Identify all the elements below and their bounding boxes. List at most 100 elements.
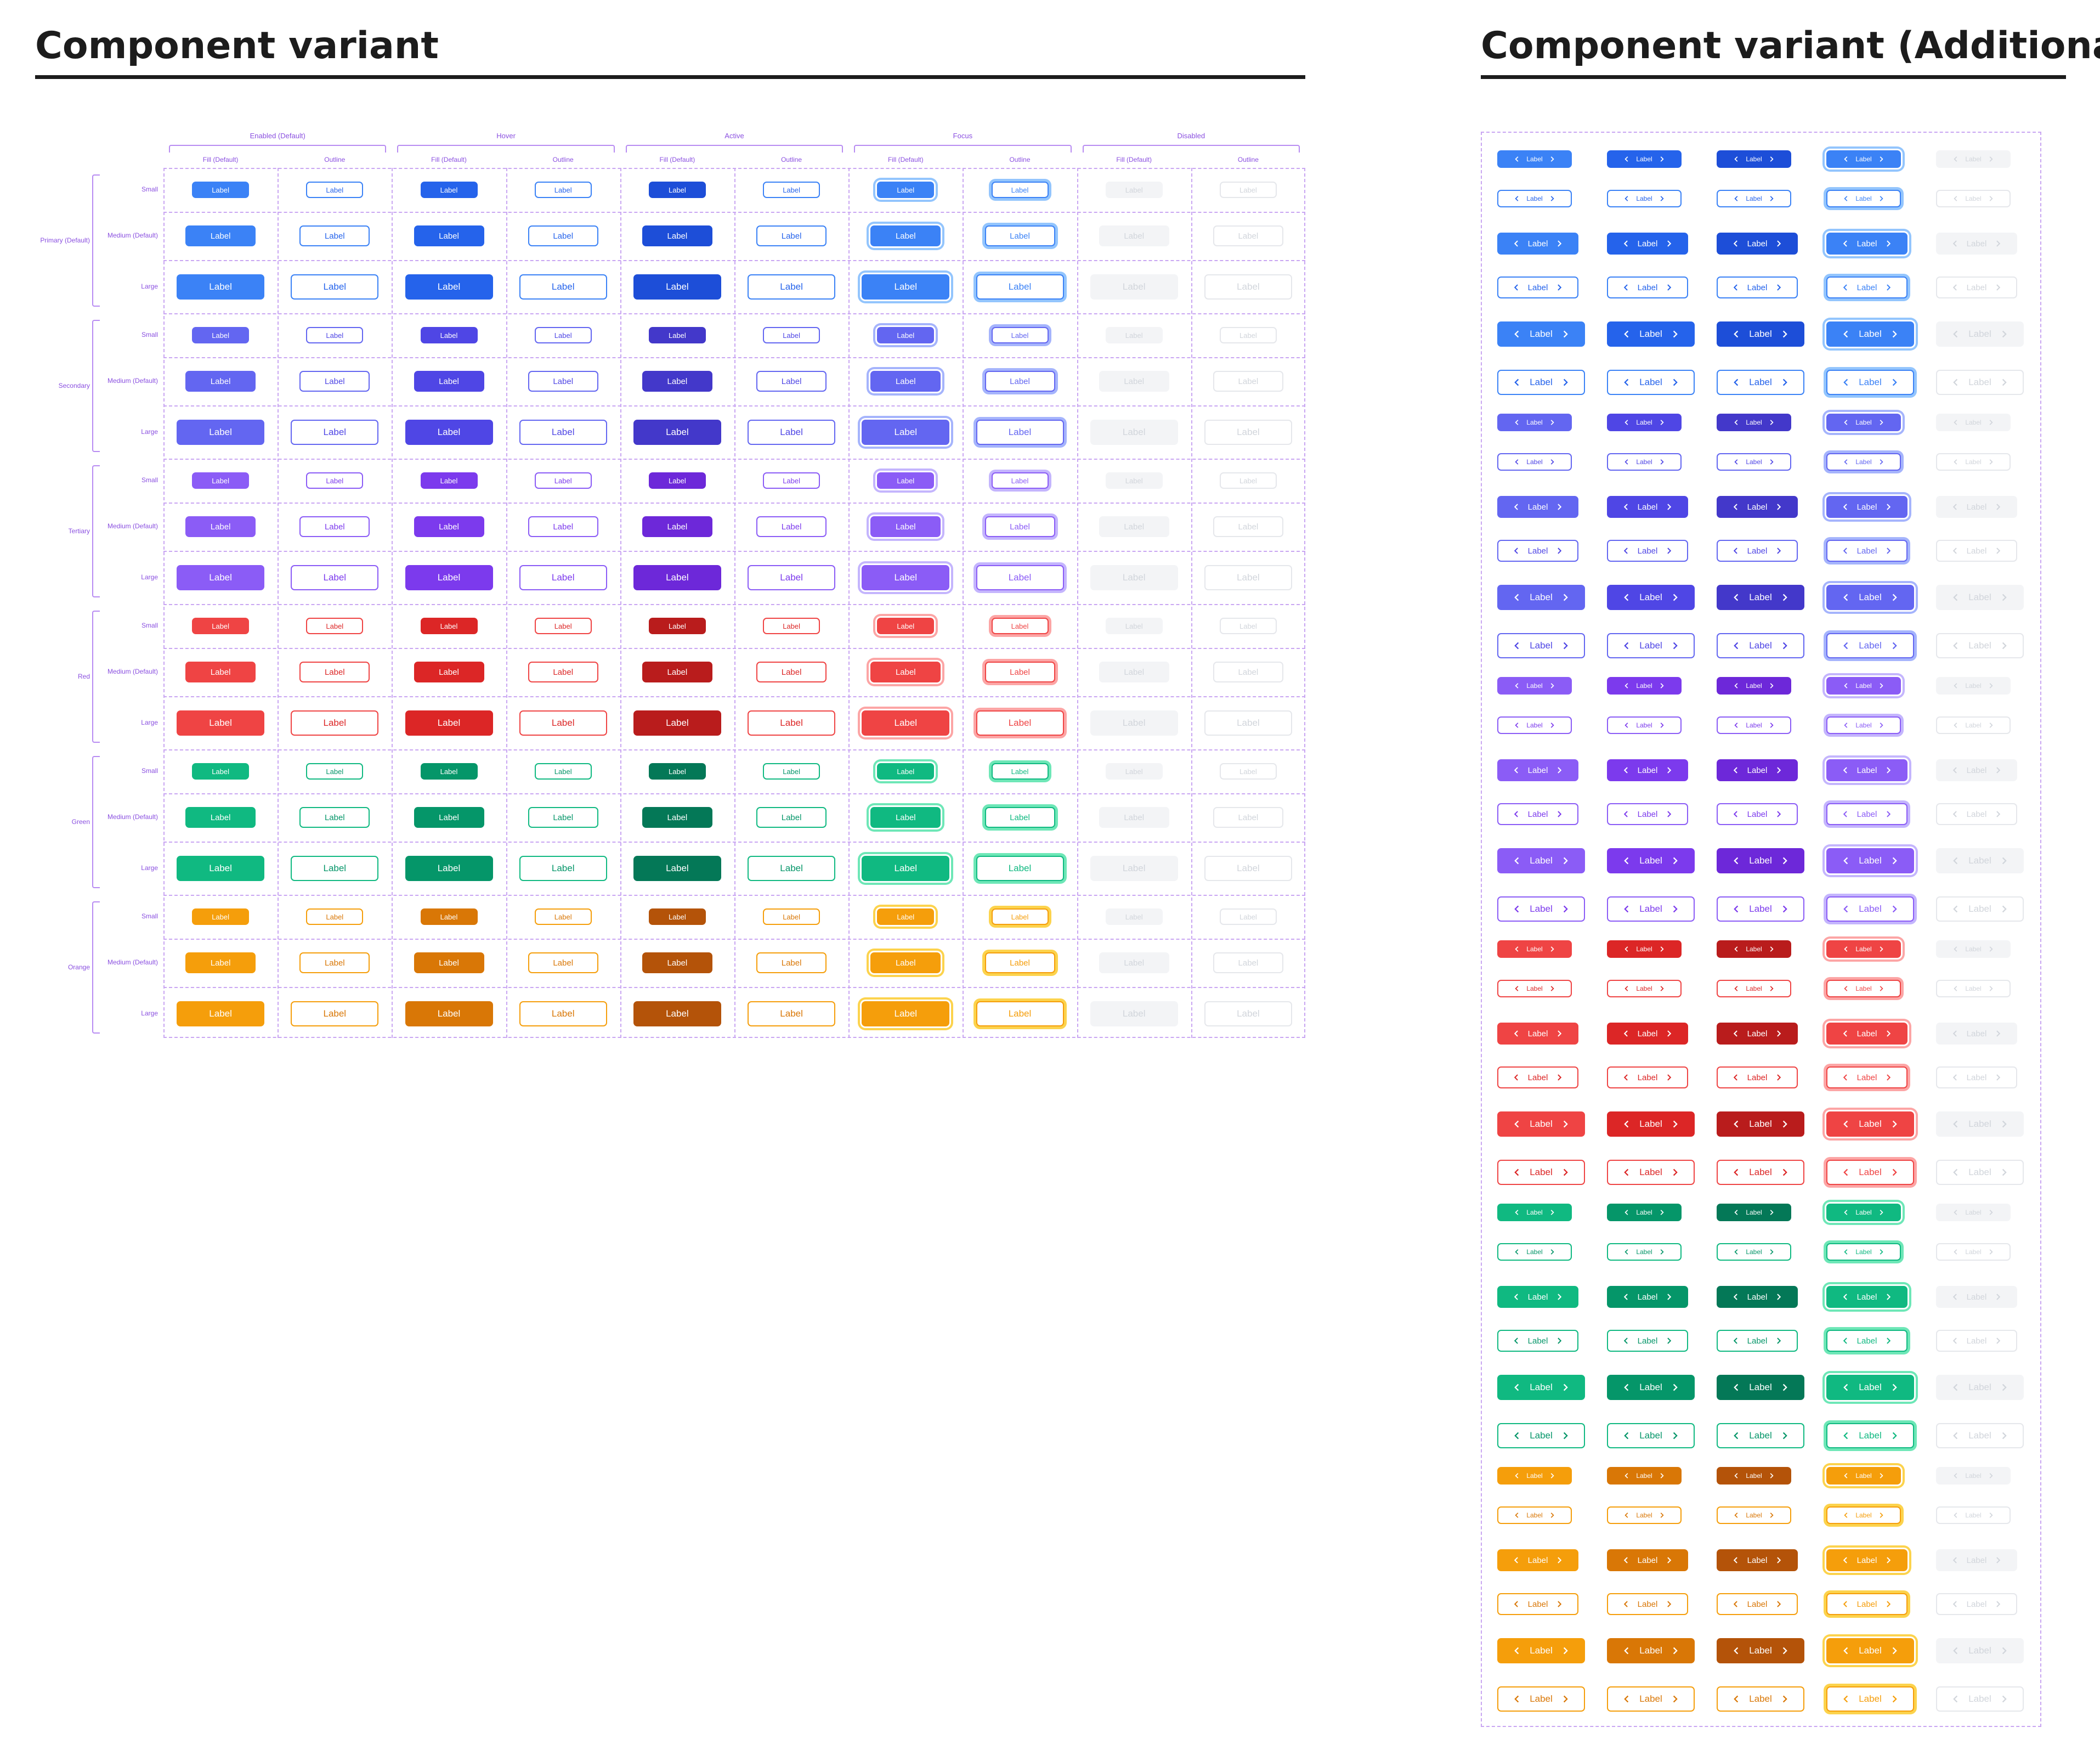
icon-button-outline[interactable]: Label <box>1826 1506 1901 1524</box>
icon-button-outline[interactable]: Label <box>1717 803 1798 825</box>
button-fill[interactable]: Label <box>420 182 478 198</box>
button-outline[interactable]: Label <box>291 274 379 300</box>
icon-button-outline[interactable]: Label <box>1936 1243 2011 1261</box>
icon-button-fill[interactable]: Label <box>1826 585 1914 610</box>
button-outline[interactable]: Label <box>984 952 1055 973</box>
button-outline[interactable]: Label <box>984 662 1055 682</box>
icon-button-outline[interactable]: Label <box>1607 980 1682 997</box>
button-fill[interactable]: Label <box>1090 419 1178 445</box>
icon-button-outline[interactable]: Label <box>1717 1506 1791 1524</box>
icon-button-fill[interactable]: Label <box>1717 1286 1798 1308</box>
button-outline[interactable]: Label <box>763 327 820 343</box>
button-outline[interactable]: Label <box>991 618 1049 634</box>
icon-button-outline[interactable]: Label <box>1717 1243 1791 1261</box>
button-fill[interactable]: Label <box>405 710 493 736</box>
button-outline[interactable]: Label <box>534 618 592 634</box>
icon-button-fill[interactable]: Label <box>1717 496 1798 518</box>
icon-button-outline[interactable]: Label <box>1826 1160 1914 1185</box>
icon-button-outline[interactable]: Label <box>1607 1066 1688 1088</box>
button-fill[interactable]: Label <box>414 225 484 246</box>
button-fill[interactable]: Label <box>648 618 706 634</box>
icon-button-outline[interactable]: Label <box>1497 1506 1572 1524</box>
button-outline[interactable]: Label <box>984 225 1055 246</box>
icon-button-outline[interactable]: Label <box>1936 370 2024 395</box>
button-fill[interactable]: Label <box>1090 710 1178 736</box>
icon-button-fill[interactable]: Label <box>1717 150 1791 168</box>
icon-button-outline[interactable]: Label <box>1936 980 2011 997</box>
icon-button-outline[interactable]: Label <box>1497 1330 1578 1352</box>
button-outline[interactable]: Label <box>519 419 607 445</box>
icon-button-outline[interactable]: Label <box>1717 1423 1804 1448</box>
icon-button-outline[interactable]: Label <box>1497 1160 1585 1185</box>
button-outline[interactable]: Label <box>763 182 820 198</box>
button-fill[interactable]: Label <box>192 327 250 343</box>
button-fill[interactable]: Label <box>1099 516 1169 537</box>
icon-button-fill[interactable]: Label <box>1936 585 2024 610</box>
icon-button-outline[interactable]: Label <box>1607 190 1682 207</box>
button-fill[interactable]: Label <box>414 952 484 973</box>
icon-button-fill[interactable]: Label <box>1717 1638 1804 1663</box>
icon-button-fill[interactable]: Label <box>1607 1638 1695 1663</box>
button-outline[interactable]: Label <box>1204 710 1292 736</box>
button-outline[interactable]: Label <box>306 763 364 780</box>
icon-button-fill[interactable]: Label <box>1607 321 1695 347</box>
button-fill[interactable]: Label <box>877 327 935 343</box>
icon-button-outline[interactable]: Label <box>1826 1686 1914 1712</box>
button-fill[interactable]: Label <box>177 1001 265 1026</box>
button-outline[interactable]: Label <box>299 952 370 973</box>
button-fill[interactable]: Label <box>420 327 478 343</box>
icon-button-fill[interactable]: Label <box>1497 1023 1578 1045</box>
icon-button-outline[interactable]: Label <box>1717 633 1804 658</box>
icon-button-fill[interactable]: Label <box>1497 1638 1585 1663</box>
button-fill[interactable]: Label <box>192 182 250 198</box>
button-fill[interactable]: Label <box>862 419 950 445</box>
button-fill[interactable]: Label <box>642 662 712 682</box>
icon-button-fill[interactable]: Label <box>1826 1375 1914 1400</box>
icon-button-outline[interactable]: Label <box>1936 276 2017 298</box>
button-fill[interactable]: Label <box>648 472 706 489</box>
button-fill[interactable]: Label <box>420 763 478 780</box>
button-outline[interactable]: Label <box>1219 618 1277 634</box>
icon-button-outline[interactable]: Label <box>1497 1243 1572 1261</box>
button-outline[interactable]: Label <box>528 225 598 246</box>
button-fill[interactable]: Label <box>648 327 706 343</box>
button-fill[interactable]: Label <box>862 710 950 736</box>
icon-button-outline[interactable]: Label <box>1607 1686 1695 1712</box>
icon-button-fill[interactable]: Label <box>1717 1375 1804 1400</box>
button-fill[interactable]: Label <box>1090 565 1178 590</box>
icon-button-outline[interactable]: Label <box>1497 1066 1578 1088</box>
button-fill[interactable]: Label <box>870 952 941 973</box>
button-fill[interactable]: Label <box>862 274 950 300</box>
button-outline[interactable]: Label <box>306 327 364 343</box>
icon-button-outline[interactable]: Label <box>1936 1593 2017 1615</box>
button-fill[interactable]: Label <box>1105 327 1163 343</box>
button-fill[interactable]: Label <box>420 618 478 634</box>
icon-button-fill[interactable]: Label <box>1717 585 1804 610</box>
button-fill[interactable]: Label <box>185 952 256 973</box>
icon-button-outline[interactable]: Label <box>1717 540 1798 562</box>
icon-button-outline[interactable]: Label <box>1826 276 1907 298</box>
icon-button-fill[interactable]: Label <box>1826 848 1914 873</box>
icon-button-fill[interactable]: Label <box>1607 1375 1695 1400</box>
icon-button-fill[interactable]: Label <box>1717 1204 1791 1221</box>
icon-button-fill[interactable]: Label <box>1497 940 1572 958</box>
icon-button-outline[interactable]: Label <box>1717 453 1791 471</box>
icon-button-fill[interactable]: Label <box>1607 1286 1688 1308</box>
icon-button-outline[interactable]: Label <box>1826 540 1907 562</box>
icon-button-fill[interactable]: Label <box>1607 150 1682 168</box>
icon-button-outline[interactable]: Label <box>1826 453 1901 471</box>
button-fill[interactable]: Label <box>633 274 721 300</box>
button-fill[interactable]: Label <box>420 472 478 489</box>
button-outline[interactable]: Label <box>991 327 1049 343</box>
icon-button-fill[interactable]: Label <box>1497 1549 1578 1571</box>
button-outline[interactable]: Label <box>748 274 836 300</box>
button-fill[interactable]: Label <box>648 763 706 780</box>
button-fill[interactable]: Label <box>1090 855 1178 881</box>
button-fill[interactable]: Label <box>1099 807 1169 828</box>
icon-button-outline[interactable]: Label <box>1936 716 2011 734</box>
button-outline[interactable]: Label <box>528 662 598 682</box>
icon-button-outline[interactable]: Label <box>1936 1686 2024 1712</box>
button-fill[interactable]: Label <box>420 908 478 925</box>
icon-button-fill[interactable]: Label <box>1607 848 1695 873</box>
icon-button-fill[interactable]: Label <box>1936 940 2011 958</box>
